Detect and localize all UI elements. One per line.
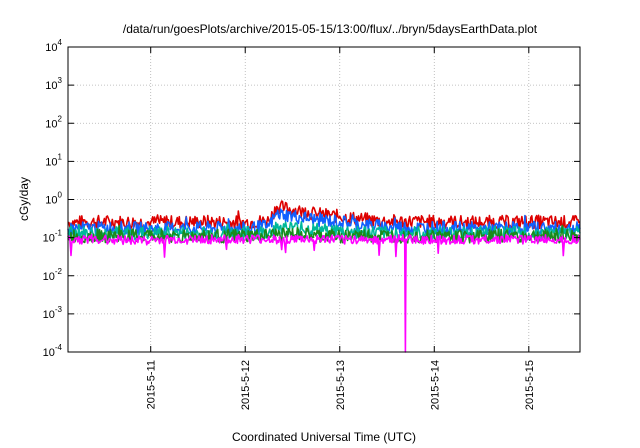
x-axis-label: Coordinated Universal Time (UTC) xyxy=(232,430,416,444)
x-tick-label: 2015-5-14 xyxy=(429,360,441,410)
y-tick-label: 10-2 xyxy=(43,267,63,283)
x-tick-label: 2015-5-13 xyxy=(335,360,347,410)
y-tick-label: 100 xyxy=(45,191,62,207)
x-tick-labels: 2015-5-11 2015-5-12 2015-5-13 2015-5-14 2015… xyxy=(146,360,536,410)
series-line xyxy=(67,234,581,353)
y-tick-label: 101 xyxy=(45,152,62,168)
grid xyxy=(68,47,580,352)
x-tick-label: 2015-5-11 xyxy=(146,360,158,409)
tick-marks xyxy=(68,46,580,353)
y-tick-label: 10-1 xyxy=(43,229,63,245)
y-tick-label: 102 xyxy=(45,114,62,130)
series-layer xyxy=(67,200,581,353)
x-tick-label: 2015-5-15 xyxy=(524,360,536,410)
y-tick-labels: 10-4 10-3 10-2 10-1 100 101 102 103 104 xyxy=(43,38,63,359)
y-axis-label: cGy/day xyxy=(17,177,31,221)
y-tick-label: 10-4 xyxy=(43,343,63,359)
series-line xyxy=(67,208,581,237)
y-tick-label: 103 xyxy=(45,76,62,92)
chart-title: /data/run/goesPlots/archive/2015-05-15/1… xyxy=(123,22,538,36)
y-tick-label: 104 xyxy=(45,38,62,54)
y-tick-label: 10-3 xyxy=(43,305,63,321)
x-tick-label: 2015-5-12 xyxy=(240,360,252,410)
